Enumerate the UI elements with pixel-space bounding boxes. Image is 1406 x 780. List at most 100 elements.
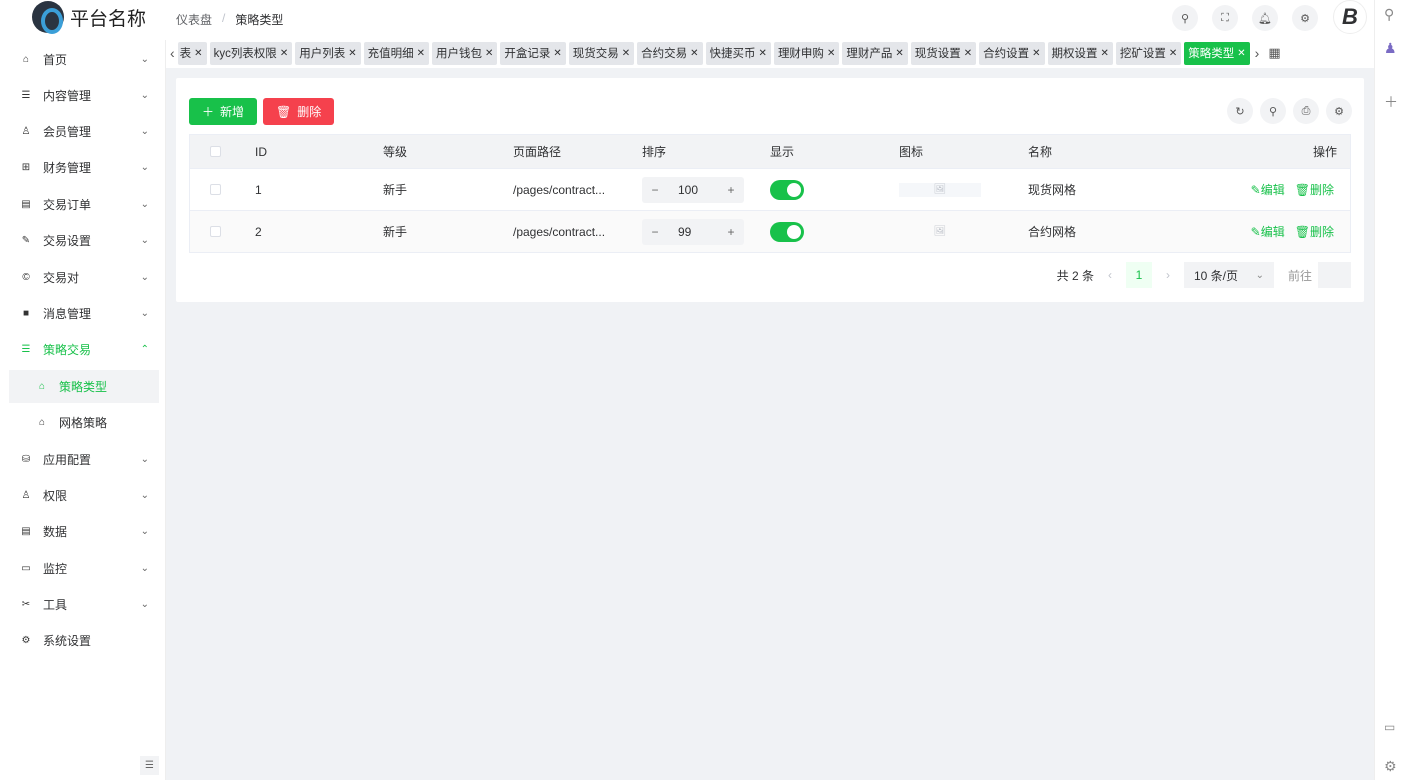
row-delete-button[interactable]: 🗑︎删除 — [1294, 183, 1334, 197]
tab-8[interactable]: 快捷买币 ✕ — [705, 41, 771, 65]
sidebar-item-16[interactable]: ⚙ 系统设置 — [9, 624, 159, 657]
tab-14[interactable]: 挖矿设置 ✕ — [1115, 41, 1182, 65]
close-icon[interactable]: ✕ — [826, 47, 836, 59]
sidebar-item-6[interactable]: © 交易对 ⌄ — [9, 261, 159, 294]
close-icon[interactable]: ✕ — [553, 47, 562, 59]
sidebar-item-1[interactable]: ☰ 内容管理 ⌄ — [9, 79, 159, 112]
tabs-scroll-left-icon[interactable]: ‹ — [170, 45, 175, 61]
edit-button[interactable]: ✎编辑 — [1250, 183, 1285, 197]
refresh-icon[interactable]: ↻ — [1227, 98, 1253, 124]
collapse-sidebar-button[interactable]: ☰ — [140, 756, 159, 775]
sidebar-item-14[interactable]: ▭ 监控 ⌄ — [9, 552, 159, 585]
sort-value[interactable]: 100 — [678, 182, 699, 197]
sidebar-item-13[interactable]: ▤ 数据 ⌄ — [9, 515, 159, 548]
sidebar-item-label: 交易设置 — [43, 234, 92, 248]
sort-value[interactable]: 99 — [678, 224, 692, 239]
tab-7[interactable]: 合约交易 ✕ — [637, 41, 703, 65]
sidebar-item-15[interactable]: ✂ 工具 ⌄ — [9, 588, 159, 621]
close-icon[interactable]: ✕ — [690, 47, 699, 59]
gear-icon[interactable]: ⚙ — [1292, 5, 1318, 31]
sidebar-item-4[interactable]: ▤ 交易订单 ⌄ — [9, 188, 159, 221]
user-icon[interactable]: ♟ — [1384, 40, 1397, 56]
fullscreen-icon[interactable]: ⛶ — [1212, 5, 1238, 31]
sort-stepper[interactable]: − 100 + — [642, 176, 744, 203]
sidebar-item-11[interactable]: ⛁ 应用配置 ⌄ — [9, 443, 159, 476]
select-all-checkbox[interactable] — [210, 146, 221, 157]
tab-6[interactable]: 现货交易 ✕ — [568, 41, 635, 65]
sidebar-item-0[interactable]: ⌂ 首页 ⌄ — [9, 43, 159, 76]
breadcrumb-dashboard[interactable]: 仪表盘 — [176, 13, 213, 27]
copyright-icon: © — [22, 272, 30, 283]
avatar[interactable]: B — [1333, 0, 1367, 34]
show-toggle[interactable] — [770, 179, 804, 200]
close-icon[interactable]: ✕ — [348, 47, 357, 59]
tab-11[interactable]: 现货设置 ✕ — [910, 41, 977, 65]
grid-menu-icon[interactable]: ▦ — [1268, 45, 1281, 60]
add-button[interactable]: ＋ 新增 — [189, 98, 258, 125]
sidebar-item-label: 会员管理 — [43, 125, 92, 139]
close-icon[interactable]: ✕ — [1032, 47, 1041, 59]
show-toggle[interactable] — [770, 221, 804, 242]
tab-10[interactable]: 理财产品 ✕ — [842, 41, 908, 65]
search-icon[interactable]: ⚲ — [1260, 98, 1286, 124]
delete-button[interactable]: 🗑︎ 删除 — [263, 98, 335, 125]
tab-2[interactable]: 用户列表 ✕ — [295, 41, 361, 65]
sidebar-item-3[interactable]: ⊞ 财务管理 ⌄ — [9, 151, 159, 184]
goto-page-input[interactable] — [1318, 262, 1351, 288]
search-icon[interactable]: ⚲ — [1384, 6, 1395, 22]
sidebar-item-9[interactable]: ⌂ 策略类型 — [9, 370, 159, 403]
sidebar-item-5[interactable]: ✎ 交易设置 ⌄ — [9, 224, 159, 257]
close-icon[interactable]: ✕ — [758, 47, 767, 59]
chevron-icon: ⌄ — [140, 599, 149, 610]
close-icon[interactable]: ✕ — [895, 47, 904, 59]
search-icon[interactable]: ⚲ — [1172, 5, 1198, 31]
tab-4[interactable]: 用户钱包 ✕ — [431, 41, 498, 65]
sidebar-item-2[interactable]: ♙ 会员管理 ⌄ — [9, 115, 159, 148]
prev-page-icon[interactable]: ‹ — [1107, 268, 1112, 282]
column-header: 操作 — [1312, 145, 1337, 159]
plus-icon[interactable]: ＋ — [1384, 94, 1398, 110]
sidebar-item-label: 首页 — [43, 53, 68, 67]
close-icon[interactable]: ✕ — [1168, 47, 1178, 59]
close-icon[interactable]: ✕ — [416, 47, 425, 59]
close-icon[interactable]: ✕ — [963, 47, 973, 59]
bell-icon[interactable]: 🔔︎ — [1252, 5, 1278, 31]
decrement-button[interactable]: − — [651, 182, 659, 197]
tab-0[interactable]: 表 ✕ — [177, 41, 207, 65]
tab-9[interactable]: 理财申购 ✕ — [773, 41, 840, 65]
decrement-button[interactable]: − — [651, 224, 659, 239]
next-page-icon[interactable]: › — [1165, 268, 1170, 282]
increment-button[interactable]: + — [727, 182, 735, 197]
sidebar-item-7[interactable]: ■ 消息管理 ⌄ — [9, 297, 159, 330]
close-icon[interactable]: ✕ — [484, 47, 494, 59]
gear-icon[interactable]: ⚙ — [1384, 758, 1397, 774]
close-icon[interactable]: ✕ — [1237, 47, 1246, 59]
tabs-scroll-right-icon[interactable]: › — [1254, 45, 1260, 61]
close-icon[interactable]: ✕ — [1100, 47, 1109, 59]
row-delete-button[interactable]: 🗑︎删除 — [1294, 225, 1334, 239]
tab-12[interactable]: 合约设置 ✕ — [979, 41, 1045, 65]
screen-icon[interactable]: ▭ — [1384, 720, 1396, 734]
edit-button[interactable]: ✎编辑 — [1250, 225, 1285, 239]
close-icon[interactable]: ✕ — [194, 47, 203, 59]
logo-icon — [32, 1, 64, 34]
sort-stepper[interactable]: − 99 + — [642, 218, 744, 245]
close-icon[interactable]: ✕ — [621, 47, 631, 59]
row-checkbox[interactable] — [210, 184, 221, 195]
tab-3[interactable]: 充值明细 ✕ — [363, 41, 429, 65]
menu-icon: ☰ — [21, 344, 31, 355]
sidebar-item-8[interactable]: ☰ 策略交易 ⌃ — [9, 333, 159, 366]
increment-button[interactable]: + — [727, 224, 735, 239]
gear-icon[interactable]: ⚙ — [1326, 98, 1352, 124]
page-size-select[interactable]: 10 条/页 ⌄ — [1183, 262, 1274, 288]
sidebar-item-12[interactable]: ♙ 权限 ⌄ — [9, 479, 159, 512]
tab-1[interactable]: kyc列表权限 ✕ — [209, 41, 293, 65]
sidebar-item-10[interactable]: ⌂ 网格策略 — [9, 406, 159, 439]
tab-5[interactable]: 开盒记录 ✕ — [500, 41, 566, 65]
tab-15[interactable]: 策略类型 ✕ — [1184, 41, 1250, 65]
print-icon[interactable]: ⎙ — [1293, 98, 1319, 124]
close-icon[interactable]: ✕ — [279, 47, 289, 59]
page-1[interactable]: 1 — [1125, 262, 1152, 288]
tab-13[interactable]: 期权设置 ✕ — [1047, 41, 1113, 65]
row-checkbox[interactable] — [210, 226, 221, 237]
